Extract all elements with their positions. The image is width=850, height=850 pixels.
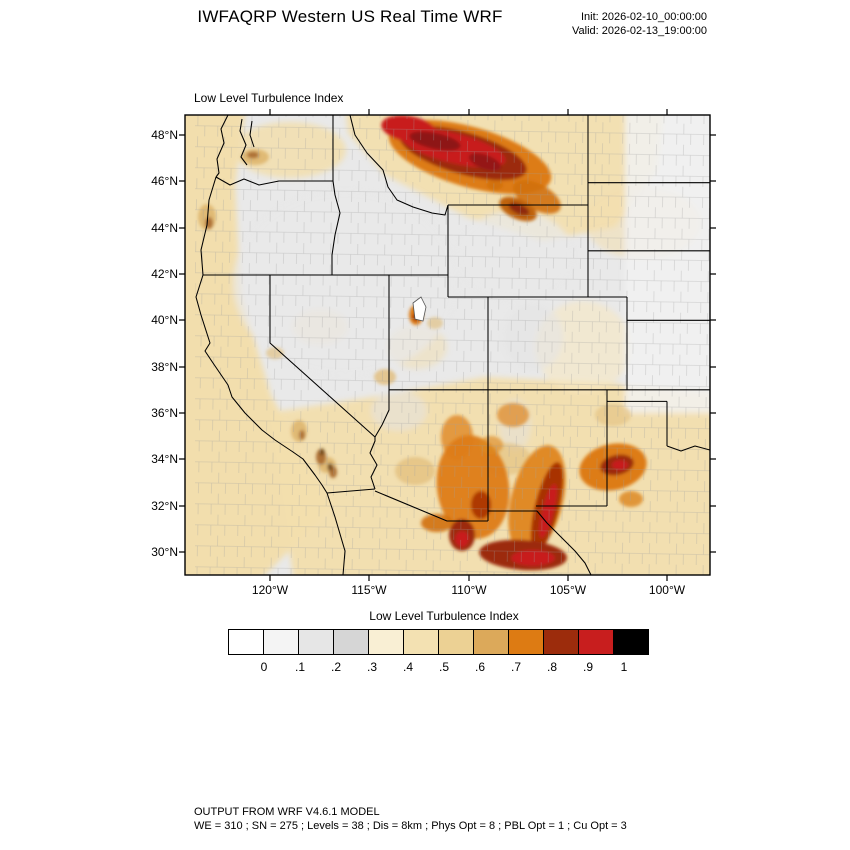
lon-axis-label: 110°W — [451, 583, 487, 597]
county-lines — [195, 115, 710, 575]
footer: OUTPUT FROM WRF V4.6.1 MODEL WE = 310 ; … — [194, 805, 627, 833]
colorbar-box — [578, 629, 614, 655]
colorbar-tick-label: .5 — [438, 660, 449, 674]
colorbar-tick-label: 0 — [260, 660, 268, 674]
map-field — [185, 115, 710, 575]
lon-axis-label: 115°W — [351, 583, 387, 597]
colorbar-tick-label: .1 — [294, 660, 305, 674]
lat-axis-label: 38°N — [151, 360, 178, 374]
colorbar-tick-label: .4 — [402, 660, 413, 674]
colorbar-box — [438, 629, 474, 655]
state-borders — [195, 115, 710, 575]
colorbar-box — [333, 629, 369, 655]
lat-axis-label: 44°N — [151, 221, 178, 235]
map-plot — [179, 109, 716, 581]
lat-axis-label: 34°N — [151, 452, 178, 466]
colorbar-box — [368, 629, 404, 655]
colorbar-title: Low Level Turbulence Index — [369, 609, 519, 623]
colorbar-box — [298, 629, 334, 655]
lat-axis-label: 40°N — [151, 313, 178, 327]
lat-axis-label: 48°N — [151, 128, 178, 142]
colorbar-tick-label: .2 — [330, 660, 341, 674]
colorbar-tick-label: .9 — [582, 660, 593, 674]
colorbar-box — [263, 629, 299, 655]
footer-line1: OUTPUT FROM WRF V4.6.1 MODEL — [194, 806, 380, 818]
field-label: Low Level Turbulence Index — [194, 91, 344, 105]
lon-axis-label: 120°W — [251, 583, 289, 597]
map-frame — [184, 114, 711, 576]
lat-axis-label: 42°N — [151, 267, 178, 281]
lon-axis-label: 100°W — [648, 583, 686, 597]
colorbar-box — [613, 629, 649, 655]
colorbar — [228, 629, 649, 655]
colorbar-tick-label: .3 — [366, 660, 377, 674]
lat-axis-label: 46°N — [151, 174, 178, 188]
valid-timestamp: Valid: 2026-02-13_19:00:00 — [572, 25, 707, 37]
colorbar-box — [543, 629, 579, 655]
map-svg — [179, 109, 716, 581]
init-timestamp: Init: 2026-02-10_00:00:00 — [581, 11, 707, 23]
axis-ticks — [179, 109, 716, 581]
colorbar-box — [473, 629, 509, 655]
lat-axis-label: 30°N — [151, 545, 178, 559]
lat-axis-label: 36°N — [151, 406, 178, 420]
footer-line2: WE = 310 ; SN = 275 ; Levels = 38 ; Dis … — [194, 820, 627, 832]
colorbar-tick-label: .8 — [546, 660, 557, 674]
lon-axis-label: 105°W — [549, 583, 587, 597]
great-salt-lake — [412, 296, 427, 322]
colorbar-box — [228, 629, 264, 655]
colorbar-box — [403, 629, 439, 655]
colorbar-tick-label: .6 — [474, 660, 485, 674]
colorbar-tick-label: 1 — [620, 660, 628, 674]
colorbar-box — [508, 629, 544, 655]
lat-axis-label: 32°N — [151, 499, 178, 513]
page-title: IWFAQRP Western US Real Time WRF — [197, 7, 503, 26]
colorbar-tick-label: .7 — [510, 660, 521, 674]
run-timestamps: Init: 2026-02-10_00:00:00 Valid: 2026-02… — [572, 10, 707, 38]
